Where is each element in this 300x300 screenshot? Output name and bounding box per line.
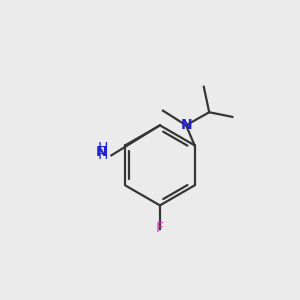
Text: N: N <box>180 118 192 132</box>
Text: H: H <box>97 141 108 155</box>
Text: N: N <box>96 145 108 158</box>
Text: H: H <box>97 148 108 162</box>
Text: F: F <box>156 221 164 236</box>
